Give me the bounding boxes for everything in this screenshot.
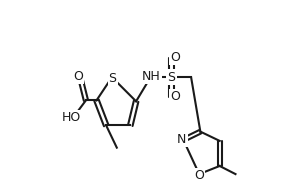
Text: HO: HO: [61, 111, 81, 124]
Text: NH: NH: [142, 70, 160, 83]
Text: S: S: [109, 72, 117, 85]
Text: O: O: [170, 51, 180, 64]
Text: O: O: [194, 169, 204, 182]
Text: O: O: [170, 90, 180, 103]
Text: N: N: [177, 133, 187, 146]
Text: S: S: [167, 71, 175, 84]
Text: O: O: [73, 70, 83, 83]
